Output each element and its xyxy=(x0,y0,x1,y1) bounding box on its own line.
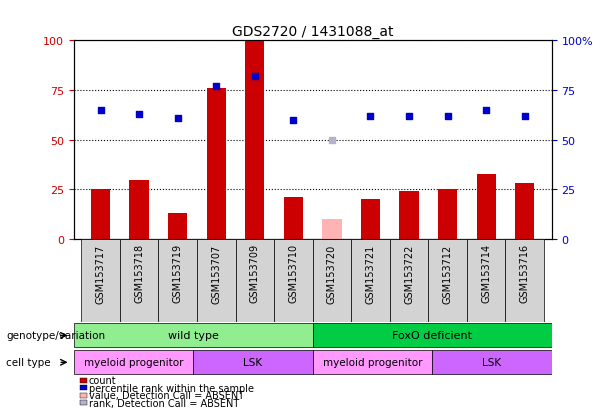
Text: GSM153722: GSM153722 xyxy=(404,244,414,303)
FancyBboxPatch shape xyxy=(390,240,428,322)
Bar xyxy=(515,184,535,240)
Text: GSM153719: GSM153719 xyxy=(173,244,183,303)
Text: LSK: LSK xyxy=(243,357,262,368)
FancyBboxPatch shape xyxy=(467,240,506,322)
FancyBboxPatch shape xyxy=(74,323,313,348)
Text: GSM153712: GSM153712 xyxy=(443,244,452,303)
Text: cell type: cell type xyxy=(6,357,51,368)
Text: LSK: LSK xyxy=(482,357,501,368)
FancyBboxPatch shape xyxy=(351,240,390,322)
Bar xyxy=(361,200,380,240)
FancyBboxPatch shape xyxy=(432,350,552,375)
Point xyxy=(481,107,491,114)
Point xyxy=(211,83,221,90)
Point xyxy=(443,113,452,120)
Text: value, Detection Call = ABSENT: value, Detection Call = ABSENT xyxy=(89,390,244,400)
Point xyxy=(173,115,183,122)
FancyBboxPatch shape xyxy=(197,240,235,322)
Point xyxy=(289,117,299,124)
Point xyxy=(250,74,260,80)
FancyBboxPatch shape xyxy=(506,240,544,322)
FancyBboxPatch shape xyxy=(313,323,552,348)
Point xyxy=(365,113,375,120)
Text: GSM153710: GSM153710 xyxy=(288,244,299,303)
FancyBboxPatch shape xyxy=(193,350,313,375)
Bar xyxy=(284,198,303,240)
FancyBboxPatch shape xyxy=(313,350,432,375)
Text: GSM153716: GSM153716 xyxy=(520,244,530,303)
Text: GSM153709: GSM153709 xyxy=(249,244,260,303)
Bar xyxy=(168,214,188,240)
Text: myeloid progenitor: myeloid progenitor xyxy=(322,357,422,368)
Text: GSM153707: GSM153707 xyxy=(211,244,221,303)
Text: GSM153717: GSM153717 xyxy=(96,244,105,303)
Text: GSM153718: GSM153718 xyxy=(134,244,144,303)
Point xyxy=(327,137,337,144)
Bar xyxy=(438,190,457,240)
Text: myeloid progenitor: myeloid progenitor xyxy=(83,357,183,368)
FancyBboxPatch shape xyxy=(120,240,158,322)
Bar xyxy=(207,89,226,240)
Point xyxy=(520,113,530,120)
Bar xyxy=(245,41,264,240)
Text: count: count xyxy=(89,375,116,385)
FancyBboxPatch shape xyxy=(82,240,120,322)
Text: GSM153721: GSM153721 xyxy=(365,244,376,303)
Text: percentile rank within the sample: percentile rank within the sample xyxy=(89,383,254,393)
Text: wild type: wild type xyxy=(168,330,218,341)
FancyBboxPatch shape xyxy=(274,240,313,322)
FancyBboxPatch shape xyxy=(235,240,274,322)
FancyBboxPatch shape xyxy=(313,240,351,322)
Text: genotype/variation: genotype/variation xyxy=(6,330,105,341)
Text: GSM153714: GSM153714 xyxy=(481,244,491,303)
FancyBboxPatch shape xyxy=(428,240,467,322)
Text: FoxO deficient: FoxO deficient xyxy=(392,330,472,341)
Bar xyxy=(476,174,496,240)
Bar xyxy=(129,180,149,240)
Bar xyxy=(91,190,110,240)
Text: rank, Detection Call = ABSENT: rank, Detection Call = ABSENT xyxy=(89,398,239,408)
Point xyxy=(96,107,105,114)
Title: GDS2720 / 1431088_at: GDS2720 / 1431088_at xyxy=(232,25,394,39)
Point xyxy=(404,113,414,120)
FancyBboxPatch shape xyxy=(158,240,197,322)
Bar xyxy=(400,192,419,240)
FancyBboxPatch shape xyxy=(74,350,193,375)
Text: GSM153720: GSM153720 xyxy=(327,244,337,303)
Point xyxy=(134,112,144,118)
Bar xyxy=(322,220,341,240)
